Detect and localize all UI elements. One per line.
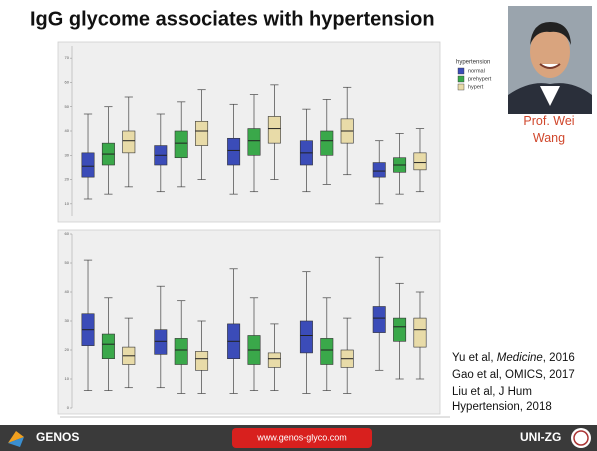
box [102,334,114,359]
footer-left: GENOS [36,430,79,444]
y-tick-label: 70 [65,55,70,60]
y-tick-label: 30 [65,152,70,157]
box [321,131,333,155]
box [155,330,167,355]
y-tick-label: 20 [65,177,70,182]
box [175,338,187,364]
box [248,129,260,156]
box [321,338,333,364]
reference-text: Yu et al, [452,352,497,364]
footer-url: www.genos-glyco.com [256,432,347,442]
box [393,318,405,341]
y-tick-label: 20 [65,347,70,352]
reference-text: Gao et al, OMICS, 2017 [452,369,575,381]
y-tick-label: 40 [65,128,70,133]
box [123,131,135,153]
legend-label: normal [468,68,485,74]
y-tick-label: 50 [65,260,70,265]
box [195,351,207,370]
reference-text: , 2016 [543,352,575,364]
reference: Yu et al, Medicine, 2016 [452,352,575,364]
y-tick-label: 10 [65,376,70,381]
box [268,353,280,368]
legend-swatch [458,84,464,90]
legend-title: hypertension [456,60,490,66]
footer-right: UNI-ZG [520,430,561,444]
box [373,307,385,333]
y-tick-label: 60 [65,231,70,236]
box [268,116,280,143]
y-tick-label: 60 [65,79,70,84]
y-tick-label: 30 [65,318,70,323]
box [175,131,187,158]
slide-title: IgG glycome associates with hypertension [30,8,435,30]
box [195,121,207,145]
box-chart: 10 20 30 40 50 60 70 hypertension normal prehyper… [58,42,492,222]
slide: IgG glycome associates with hypertension… [0,0,597,451]
legend-swatch [458,76,464,82]
reference: Gao et al, OMICS, 2017 [452,369,575,381]
box [300,321,312,353]
legend-label: hypert [468,84,484,90]
legend-swatch [458,68,464,74]
box [414,153,426,170]
box [414,318,426,347]
box [373,163,385,178]
reference-text: Medicine [497,352,543,364]
y-tick-label: 50 [65,104,70,109]
box [227,138,239,165]
y-tick-label: 40 [65,289,70,294]
box [82,153,94,177]
y-tick-label: 10 [65,201,70,206]
legend-label: prehypert [468,76,492,82]
photo [508,6,592,114]
